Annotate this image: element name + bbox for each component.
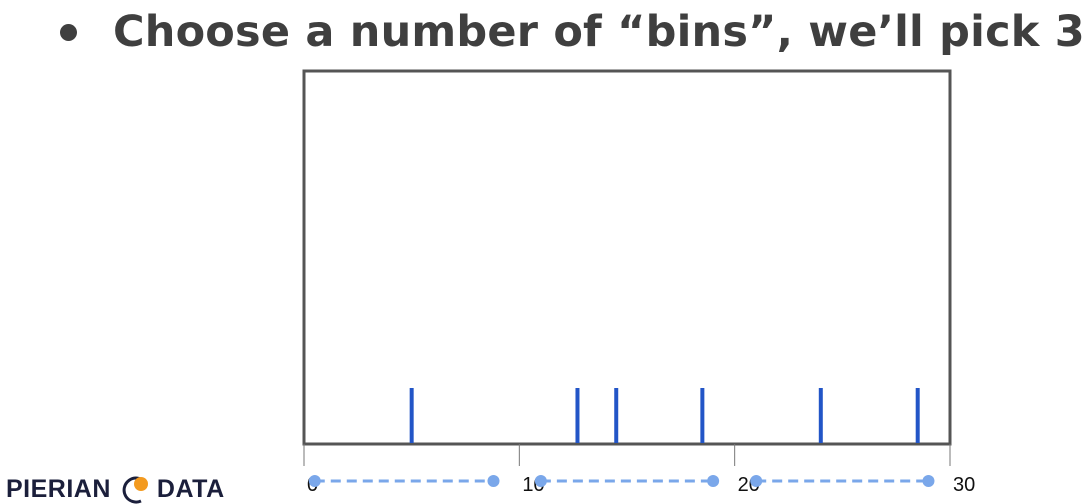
bullet-point: Choose a number of “bins”, we’ll pick 3	[60, 2, 1085, 62]
bullet-dot	[60, 23, 77, 41]
logo-mark-icon	[122, 476, 148, 504]
rug-marks	[409, 388, 920, 443]
bin-endpoint	[707, 475, 720, 487]
bin-endpoint	[487, 475, 500, 487]
bin-ranges	[308, 475, 935, 487]
x-axis: 0102030	[303, 444, 975, 494]
logo-right-text: DATA	[156, 474, 225, 503]
logo-left-text: PIERIAN	[6, 474, 111, 503]
bullet-text: Choose a number of “bins”, we’ll pick 3	[113, 7, 1085, 57]
x-tick-label: 30	[953, 474, 975, 494]
bin-endpoint	[308, 475, 321, 487]
plot-frame	[302, 69, 952, 446]
bin-endpoint	[922, 475, 935, 487]
bin-endpoint	[534, 475, 547, 487]
pierian-data-logo: PIERIAN DATA	[6, 474, 225, 504]
bin-endpoint	[750, 475, 763, 487]
